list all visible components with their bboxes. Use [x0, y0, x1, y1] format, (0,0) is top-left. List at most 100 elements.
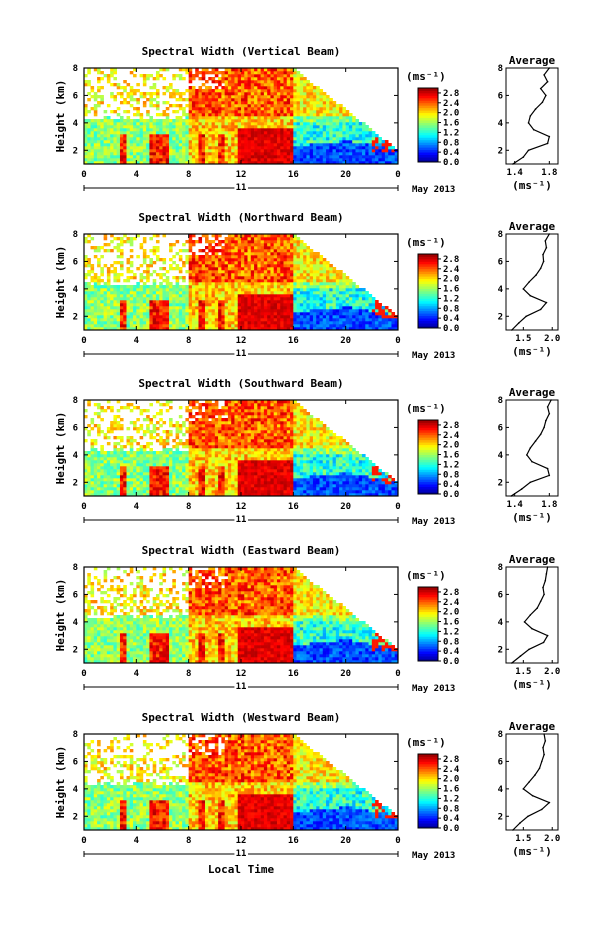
heatmap-cell — [306, 279, 310, 283]
heatmap-cell — [267, 249, 271, 253]
heatmap-cell — [211, 267, 216, 271]
heatmap-cell — [198, 312, 203, 316]
heatmap-cell — [273, 161, 278, 165]
heatmap-cell — [188, 158, 193, 162]
heatmap-cell — [241, 243, 245, 247]
heatmap-cell — [146, 158, 150, 162]
heatmap-cell — [290, 143, 294, 147]
heatmap-cell — [172, 315, 176, 319]
heatmap-cell — [208, 288, 212, 292]
x-tick-label: 16 — [288, 170, 299, 180]
heatmap-cell — [97, 478, 101, 482]
profile-point — [545, 301, 548, 304]
heatmap-cell — [303, 86, 307, 90]
heatmap-cell — [319, 294, 324, 298]
heatmap-cell — [250, 255, 255, 259]
heatmap-cell — [381, 312, 386, 316]
colorbar-swatch — [418, 271, 438, 275]
heatmap-cell — [224, 237, 229, 241]
heatmap-cell — [205, 279, 209, 283]
heatmap-cell — [195, 122, 199, 126]
heatmap-cell — [322, 116, 327, 120]
heatmap-cell — [391, 146, 396, 150]
heatmap-cell — [326, 143, 330, 147]
heatmap-cell — [90, 294, 95, 298]
heatmap-cell — [290, 276, 294, 280]
profile-x-tick-label: 1.5 — [515, 334, 531, 344]
heatmap-cell — [87, 137, 91, 141]
heatmap-cell — [211, 288, 216, 292]
heatmap-cell — [84, 451, 88, 455]
heatmap-cell — [263, 152, 268, 156]
heatmap-cell — [250, 95, 255, 99]
heatmap-cell — [218, 149, 222, 153]
heatmap-cell — [280, 104, 284, 108]
heatmap-cell — [133, 128, 137, 132]
heatmap-cell — [97, 451, 101, 455]
heatmap-cell — [100, 270, 104, 274]
heatmap-cell — [244, 321, 248, 325]
heatmap-cell — [283, 309, 288, 313]
heatmap-cell — [139, 152, 144, 156]
heatmap-cell — [221, 101, 225, 105]
heatmap-cell — [123, 140, 127, 144]
heatmap-cell — [201, 158, 206, 162]
heatmap-cell — [195, 71, 199, 75]
heatmap-cell — [280, 107, 284, 111]
heatmap-cell — [355, 134, 360, 138]
heatmap-cell — [365, 312, 369, 316]
heatmap-cell — [290, 303, 294, 307]
heatmap-cell — [355, 291, 360, 295]
heatmap-cell — [182, 312, 186, 316]
heatmap-cell — [224, 309, 229, 313]
heatmap-cell — [283, 321, 288, 325]
heatmap-cell — [185, 291, 189, 295]
heatmap-cell — [329, 155, 333, 159]
heatmap-cell — [93, 92, 98, 96]
colorbar-tick-label: 2.4 — [443, 99, 460, 109]
heatmap-cell — [286, 92, 291, 96]
heatmap-cell — [97, 246, 101, 250]
heatmap-cell — [175, 288, 180, 292]
heatmap-cell — [136, 140, 140, 144]
heatmap-cell — [335, 318, 340, 322]
heatmap-cell — [365, 155, 369, 159]
heatmap-cell — [149, 297, 153, 301]
heatmap-cell — [306, 143, 310, 147]
heatmap-cell — [342, 321, 346, 325]
heatmap-cell — [267, 234, 271, 238]
heatmap-cell — [322, 128, 327, 132]
heatmap-cell — [241, 276, 245, 280]
heatmap-cell — [139, 246, 144, 250]
heatmap-cell — [237, 98, 242, 102]
heatmap-cell — [208, 282, 212, 286]
heatmap-cell — [198, 306, 203, 310]
colorbar-tick-label: 2.0 — [443, 275, 459, 285]
heatmap-cell — [142, 152, 147, 156]
heatmap-cell — [208, 122, 212, 126]
heatmap-cell — [93, 472, 98, 476]
heatmap-cell — [113, 125, 118, 129]
heatmap-cell — [241, 152, 245, 156]
heatmap-cell — [371, 161, 376, 165]
heatmap-cell — [231, 155, 235, 159]
heatmap-cell — [146, 125, 150, 129]
heatmap-cell — [312, 128, 317, 132]
heatmap-cell — [224, 119, 229, 123]
heatmap-cell — [231, 279, 235, 283]
heatmap-cell — [136, 125, 140, 129]
heatmap-cell — [106, 466, 111, 470]
heatmap-cell — [165, 128, 170, 132]
heatmap-cell — [214, 288, 219, 292]
x-tick-label: 0 — [395, 336, 400, 346]
heatmap-cell — [260, 288, 265, 292]
heatmap-cell — [110, 466, 114, 470]
heatmap-cell — [97, 249, 101, 253]
heatmap-cell — [296, 240, 301, 244]
heatmap-cell — [384, 318, 389, 322]
heatmap-cell — [175, 128, 180, 132]
colorbar-swatch — [418, 261, 438, 265]
heatmap-cell — [169, 321, 173, 325]
heatmap-cell — [211, 95, 216, 99]
heatmap-cell — [152, 152, 157, 156]
